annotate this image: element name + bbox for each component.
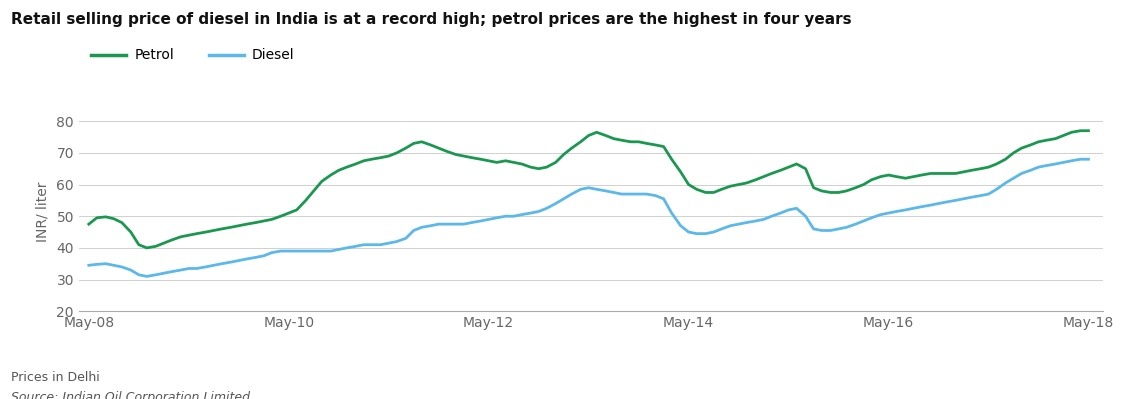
Text: Prices in Delhi: Prices in Delhi — [11, 371, 100, 384]
Legend: Petrol, Diesel: Petrol, Diesel — [86, 43, 301, 68]
Text: Source: Indian Oil Corporation Limited: Source: Indian Oil Corporation Limited — [11, 391, 250, 399]
Text: Retail selling price of diesel in India is at a record high; petrol prices are t: Retail selling price of diesel in India … — [11, 12, 852, 27]
Y-axis label: INR/ liter: INR/ liter — [35, 181, 50, 242]
